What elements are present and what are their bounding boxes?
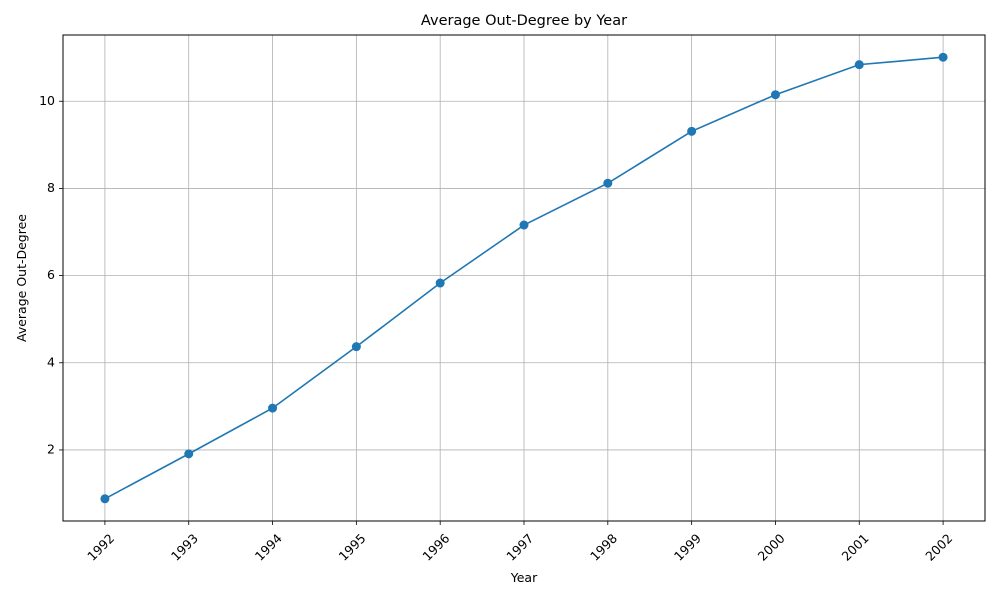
series-layer [100,52,948,504]
x-tick-label: 2001 [838,531,871,564]
x-tick-label: 1993 [168,531,201,564]
x-tick-label: 1994 [252,531,285,564]
ticks: 1992 1993 1994 1995 1996 1997 1998 1999 2000 2001… [39,93,955,564]
data-point [435,278,445,288]
data-point [938,52,948,62]
y-tick-label: 6 [47,267,55,282]
data-point [100,494,110,504]
y-axis-title: Average Out-Degree [14,214,29,342]
y-tick-label: 2 [47,441,55,456]
x-tick-label: 2000 [755,531,788,564]
chart-title: Average Out-Degree by Year [421,13,627,29]
x-tick-label: 1999 [671,531,704,564]
data-point [519,220,529,230]
x-tick-label: 1997 [503,531,536,564]
x-axis-title: Year [510,570,538,585]
data-point [687,126,697,136]
data-point [184,449,194,459]
y-tick-label: 4 [47,354,55,369]
data-point [603,178,613,188]
data-point [854,60,864,70]
y-tick-label: 8 [47,180,55,195]
data-point [770,90,780,100]
x-tick-label: 1992 [84,531,117,564]
data-point [351,342,361,352]
x-tick-label: 1996 [419,531,452,564]
x-tick-label: 2002 [922,531,955,564]
x-tick-label: 1998 [587,531,620,564]
data-point [268,403,278,413]
y-tick-label: 10 [39,93,55,108]
grid [63,35,985,521]
x-tick-label: 1995 [336,531,369,564]
